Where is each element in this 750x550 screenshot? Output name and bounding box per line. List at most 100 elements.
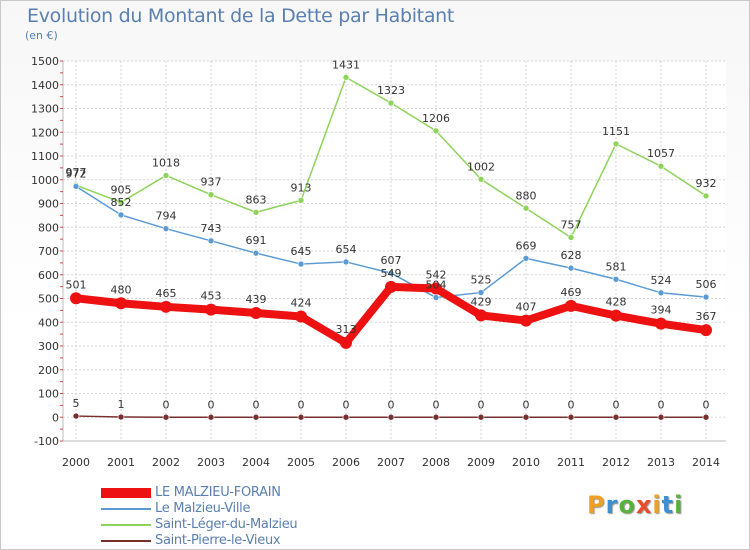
data-point — [387, 269, 395, 277]
data-point — [565, 299, 577, 312]
legend-item: Le Malzieu-Ville — [101, 501, 381, 517]
data-label: 863 — [246, 193, 267, 206]
y-tick-label: 100 — [38, 388, 59, 401]
data-label: 669 — [516, 239, 537, 252]
data-label: 757 — [561, 218, 582, 231]
x-tick-label: 2013 — [647, 456, 675, 469]
data-label: 581 — [606, 260, 627, 273]
data-label: 932 — [696, 177, 717, 190]
y-tick-label: 200 — [38, 364, 59, 377]
y-tick-label: 1200 — [31, 126, 59, 139]
data-point — [522, 204, 530, 212]
data-label: 549 — [381, 267, 402, 280]
data-label: 313 — [336, 323, 357, 336]
data-label: 0 — [433, 398, 440, 411]
data-point — [477, 289, 485, 296]
data-label: 913 — [291, 181, 312, 194]
data-label: 937 — [201, 176, 222, 189]
x-tick-label: 2012 — [602, 456, 630, 469]
data-point — [702, 293, 710, 301]
x-tick-label: 2009 — [467, 456, 495, 469]
data-point — [610, 309, 622, 322]
data-point — [612, 413, 620, 421]
legend-label: Saint-Léger-du-Malzieu — [155, 517, 298, 532]
data-label: 367 — [696, 310, 717, 323]
data-point — [657, 289, 665, 297]
data-point — [162, 172, 170, 179]
data-label: 0 — [343, 398, 350, 411]
x-tick-label: 2001 — [107, 456, 135, 469]
y-tick-label: 600 — [38, 269, 59, 282]
data-point — [702, 192, 710, 200]
data-point — [657, 413, 665, 421]
legend-swatch — [101, 540, 151, 542]
data-label: 1323 — [377, 84, 405, 97]
data-label: 972 — [66, 167, 87, 180]
data-label: 0 — [388, 398, 395, 411]
data-point — [72, 412, 80, 420]
data-point — [70, 292, 82, 305]
data-label: 525 — [471, 274, 492, 287]
data-point — [297, 413, 305, 421]
x-tick-label: 2007 — [377, 456, 405, 469]
x-tick-label: 2002 — [152, 456, 180, 469]
data-label: 0 — [613, 398, 620, 411]
data-point — [567, 234, 575, 241]
data-point — [340, 336, 352, 349]
chart-title: Evolution du Montant de la Dette par Hab… — [27, 5, 455, 27]
legend-swatch — [101, 508, 151, 510]
data-point — [117, 413, 125, 421]
data-label: 654 — [336, 243, 357, 256]
y-tick-label: 400 — [38, 316, 59, 329]
x-tick-label: 2000 — [62, 456, 90, 469]
data-label: 1018 — [152, 156, 180, 169]
data-point — [387, 413, 395, 421]
y-tick-label: 1400 — [31, 79, 59, 92]
x-tick-label: 2010 — [512, 456, 540, 469]
y-tick-label: 300 — [38, 340, 59, 353]
data-point — [475, 309, 487, 322]
data-point — [342, 258, 350, 266]
y-tick-label: 700 — [38, 245, 59, 258]
data-point — [700, 324, 712, 337]
data-label: 0 — [208, 398, 215, 411]
data-label: 691 — [246, 234, 267, 247]
data-point — [205, 303, 217, 316]
x-tick-label: 2006 — [332, 456, 360, 469]
data-point — [655, 317, 667, 330]
data-label: 480 — [111, 283, 132, 296]
data-label: 542 — [426, 269, 447, 282]
legend-label: Le Malzieu-Ville — [155, 501, 251, 516]
data-point — [387, 99, 395, 107]
data-point — [250, 306, 262, 319]
legend-swatch — [101, 488, 151, 498]
data-label: 0 — [658, 398, 665, 411]
data-label: 429 — [471, 295, 492, 308]
data-label: 0 — [703, 398, 710, 411]
data-label: 880 — [516, 189, 537, 202]
y-tick-label: 1500 — [31, 55, 59, 68]
data-label: 1 — [118, 398, 125, 411]
data-label: 394 — [651, 304, 672, 317]
data-point — [115, 297, 127, 310]
y-tick-label: 500 — [38, 293, 59, 306]
data-label: 1002 — [467, 160, 495, 173]
data-point — [612, 140, 620, 148]
data-point — [252, 249, 260, 257]
data-label: 5 — [73, 397, 80, 410]
data-label: 506 — [696, 278, 717, 291]
legend-label: Saint-Pierre-le-Vieux — [155, 533, 281, 548]
data-label: 852 — [111, 196, 132, 209]
data-point — [567, 264, 575, 272]
chart-unit: (en €) — [25, 29, 58, 42]
y-tick-label: 1300 — [31, 103, 59, 116]
data-label: 407 — [516, 301, 537, 314]
data-label: 465 — [156, 287, 177, 300]
data-point — [522, 255, 530, 262]
data-point — [430, 282, 442, 295]
data-label: 607 — [381, 254, 402, 267]
data-label: 524 — [651, 274, 672, 287]
legend: LE MALZIEU-FORAIN Le Malzieu-Ville Saint-L… — [101, 485, 381, 549]
